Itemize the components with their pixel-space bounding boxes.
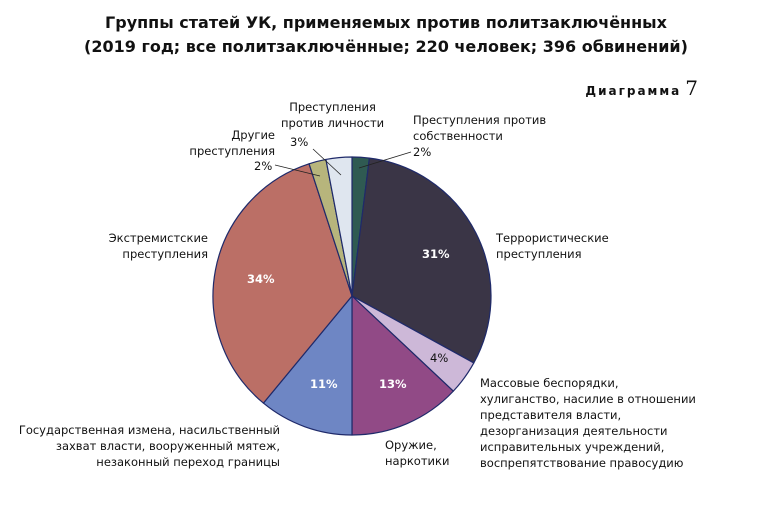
label-line: преступления xyxy=(189,144,275,158)
leader-line-person xyxy=(312,148,342,176)
label-line: Экстремистские xyxy=(108,231,208,245)
data-label-weapons: 13% xyxy=(379,377,407,391)
data-label-riots: 4% xyxy=(430,351,449,365)
pie-slice-3 xyxy=(351,295,454,436)
pie-slice-5 xyxy=(212,163,353,404)
label-line: незаконный переход границы xyxy=(96,455,280,469)
diagram-word: Диаграмма xyxy=(585,84,682,98)
label-line: преступления xyxy=(496,247,582,261)
diagram-number-label: Диаграмма 7 xyxy=(585,76,698,100)
label-line: исправительных учреждений, xyxy=(480,440,665,454)
label-line: представителя власти, xyxy=(480,408,622,422)
label-line: собственности xyxy=(413,129,503,143)
label-line: Массовые беспорядки, xyxy=(480,376,619,390)
pie-slice-1 xyxy=(351,157,492,364)
chart-title: Группы статей УК, применяемых против пол… xyxy=(105,13,667,32)
label-line: Государственная измена, насильственный xyxy=(18,423,280,437)
leader-line-property xyxy=(358,151,412,169)
label-treason-group: Государственная измена, насильственный з… xyxy=(5,422,280,470)
pct-crimes-against-person: 3% xyxy=(290,135,309,149)
pct-other-crimes: 2% xyxy=(254,159,273,173)
label-terrorist-crimes: Террористические преступления xyxy=(496,230,609,262)
chart-subtitle: (2019 год; все политзаключённые; 220 чел… xyxy=(84,37,688,56)
label-line: Террористические xyxy=(496,231,609,245)
label-line: дезорганизация деятельности xyxy=(480,424,668,438)
label-extremist-crimes: Экстремистские преступления xyxy=(80,230,208,262)
label-line: против личности xyxy=(281,116,385,130)
label-line: Оружие, xyxy=(385,438,437,452)
pie-slice-7 xyxy=(325,156,353,297)
label-pct: 2% xyxy=(413,145,432,159)
label-line: Преступления против xyxy=(413,113,547,127)
label-property-crimes: Преступления против собственности 2% xyxy=(413,112,546,160)
data-label-extremist: 34% xyxy=(247,272,275,286)
label-line: захват власти, вооруженный мятеж, xyxy=(55,439,280,453)
data-label-terrorist: 31% xyxy=(422,247,450,261)
label-line: хулиганство, насилие в отношении xyxy=(480,392,696,406)
label-line: воспрепятствование правосудию xyxy=(480,456,684,470)
label-other-crimes: Другие преступления xyxy=(160,127,275,159)
label-riots-group: Массовые беспорядки, хулиганство, насили… xyxy=(480,375,696,471)
label-weapons-drugs: Оружие, наркотики xyxy=(385,437,449,469)
label-line: наркотики xyxy=(385,454,450,468)
diagram-number: 7 xyxy=(685,76,698,100)
leader-line-other xyxy=(274,164,321,177)
pie-slice-4 xyxy=(262,295,353,436)
label-line: Другие xyxy=(231,128,275,142)
label-line: преступления xyxy=(122,247,208,261)
data-label-treason: 11% xyxy=(310,377,338,391)
label-line: Преступления xyxy=(289,100,376,114)
label-crimes-against-person: Преступления против личности xyxy=(281,99,384,131)
